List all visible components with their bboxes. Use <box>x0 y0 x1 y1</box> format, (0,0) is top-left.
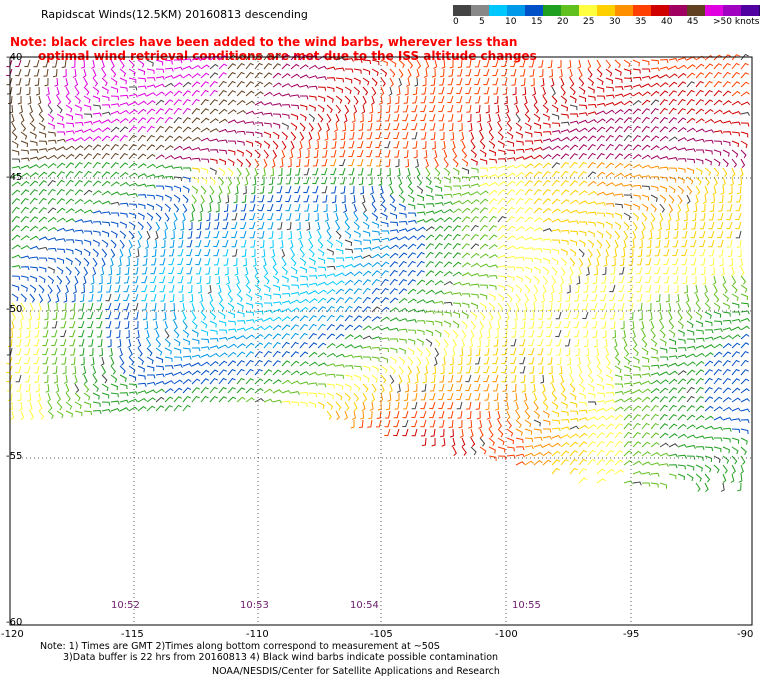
colorbar-label: 10 <box>505 17 517 27</box>
lon-label-90w: -90 <box>737 629 754 640</box>
lat-label-50s: -50 <box>6 304 23 315</box>
colorbar-label: 20 <box>557 17 569 27</box>
time-label-1052: 10:52 <box>111 600 140 611</box>
colorbar-swatch <box>597 5 615 16</box>
footer-line-1: Note: 1) Times are GMT 2)Times along bot… <box>40 641 440 652</box>
colorbar-swatches <box>453 5 760 16</box>
time-label-1055: 10:55 <box>512 600 541 611</box>
wind-speed-colorbar: 0 5 10 15 20 25 30 35 40 45 >50 knots <box>453 5 760 30</box>
colorbar-swatch <box>507 5 525 16</box>
colorbar-swatch <box>489 5 507 16</box>
colorbar-swatch <box>471 5 489 16</box>
colorbar-labels: 0 5 10 15 20 25 30 35 40 45 >50 knots <box>453 16 760 30</box>
lon-label-105w: -105 <box>370 629 393 640</box>
colorbar-label: 35 <box>635 17 647 27</box>
colorbar-swatch <box>543 5 561 16</box>
lon-label-95w: -95 <box>623 629 640 640</box>
lat-label-55s: -55 <box>6 451 23 462</box>
time-label-1054: 10:54 <box>350 600 379 611</box>
colorbar-swatch <box>651 5 669 16</box>
colorbar-label: 0 <box>453 17 459 27</box>
colorbar-swatch <box>741 5 759 16</box>
colorbar-swatch <box>723 5 741 16</box>
colorbar-swatch <box>705 5 723 16</box>
colorbar-swatch <box>525 5 543 16</box>
colorbar-label: 15 <box>531 17 543 27</box>
footer-credit: NOAA/NESDIS/Center for Satellite Applica… <box>212 666 500 677</box>
lat-lon-gridlines <box>10 57 752 625</box>
colorbar-swatch <box>687 5 705 16</box>
colorbar-label: 40 <box>661 17 673 27</box>
wind-barbs-layer <box>6 53 751 492</box>
colorbar-swatch <box>561 5 579 16</box>
colorbar-swatch <box>579 5 597 16</box>
lon-label-115w: -115 <box>121 629 144 640</box>
colorbar-label: 5 <box>479 17 485 27</box>
colorbar-swatch <box>633 5 651 16</box>
lon-label-100w: -100 <box>495 629 518 640</box>
colorbar-label: >50 knots <box>713 17 760 27</box>
map-title: Rapidscat Winds(12.5KM) 20160813 descend… <box>41 8 308 21</box>
lat-label-60s: -60 <box>6 617 23 628</box>
contamination-note: Note: black circles have been added to t… <box>10 35 570 63</box>
colorbar-swatch <box>453 5 471 16</box>
colorbar-label: 30 <box>609 17 621 27</box>
colorbar-label: 25 <box>583 17 595 27</box>
lat-label-40s: -40 <box>6 52 23 63</box>
colorbar-label: 45 <box>687 17 699 27</box>
colorbar-swatch <box>669 5 687 16</box>
footer-line-2: 3)Data buffer is 22 hrs from 20160813 4)… <box>63 652 499 663</box>
colorbar-swatch <box>615 5 633 16</box>
note-line-1: Note: black circles have been added to t… <box>10 35 518 49</box>
lon-label-110w: -110 <box>246 629 269 640</box>
time-label-1053: 10:53 <box>240 600 269 611</box>
lon-label-120w: -120 <box>1 629 24 640</box>
lat-label-45s: -45 <box>6 172 23 183</box>
note-line-2: optimal wind retrieval conditions are me… <box>38 49 537 63</box>
